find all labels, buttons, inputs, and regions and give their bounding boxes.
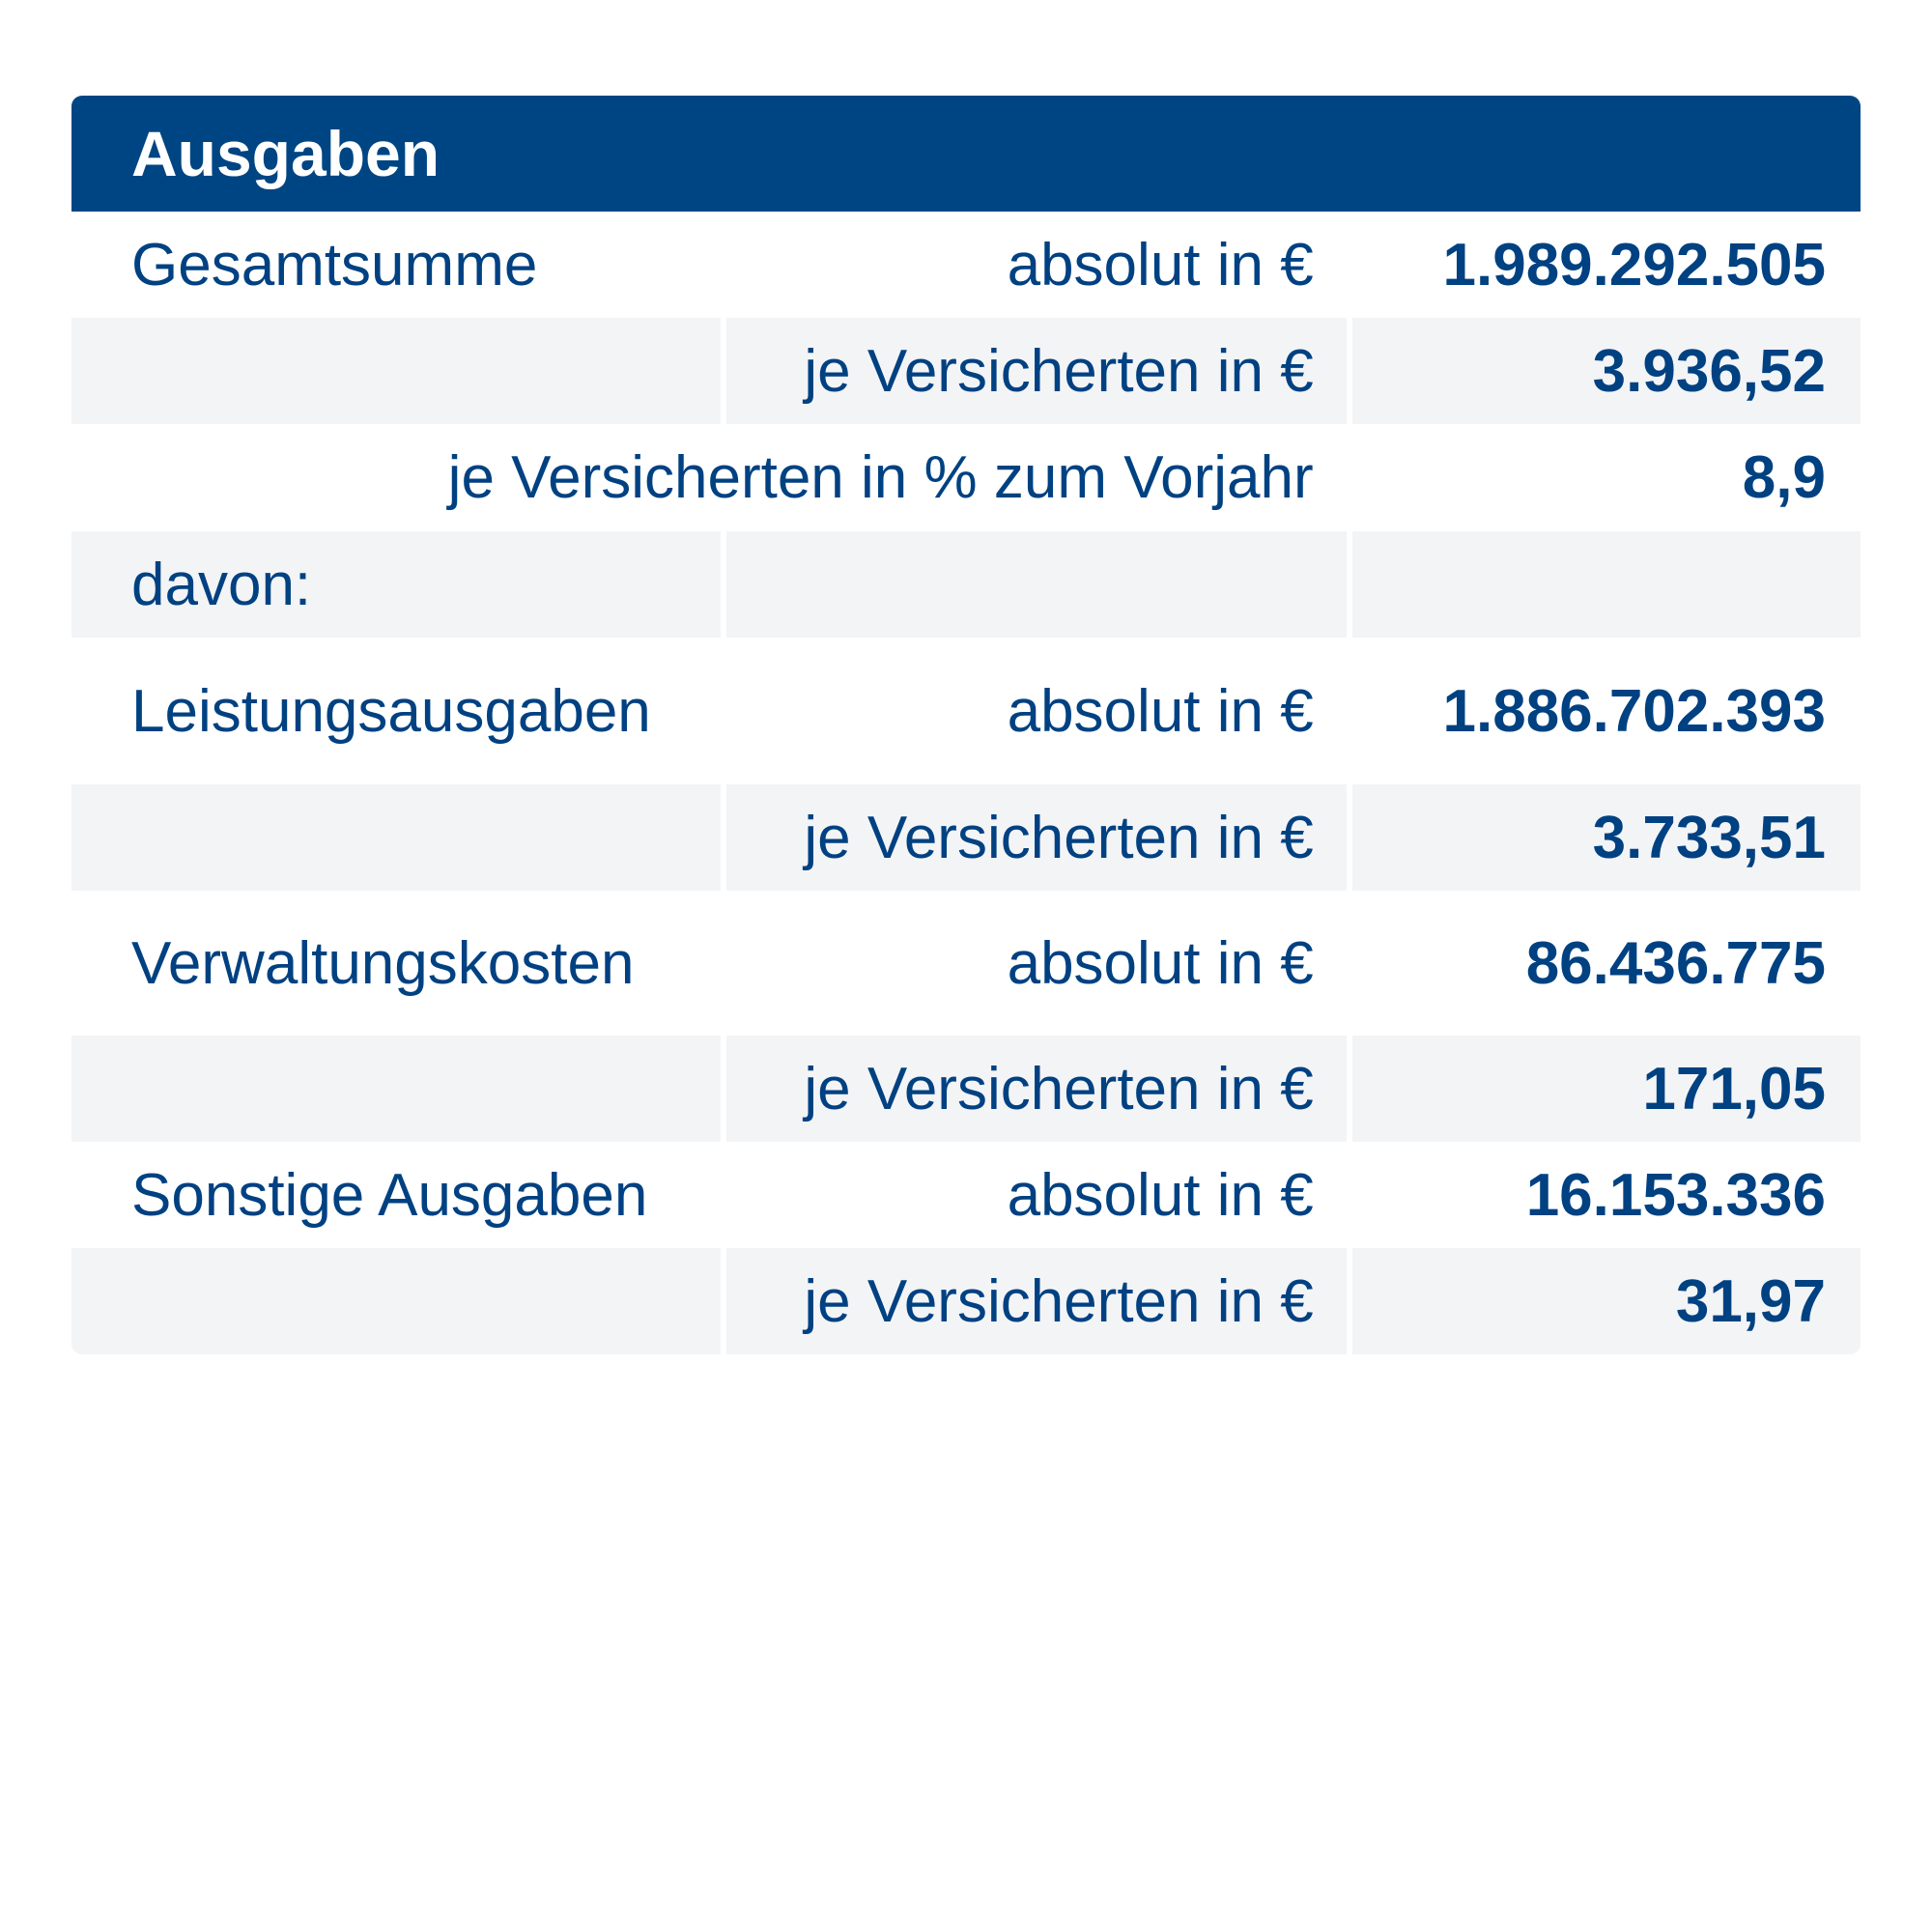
row-unit: absolut in € bbox=[1007, 1161, 1314, 1229]
table-row: je Versicherten in € 171,05 bbox=[71, 1036, 1861, 1142]
table-row: je Versicherten in € 3.733,51 bbox=[71, 784, 1861, 891]
table-row: Sonstige Ausgaben absolut in € 16.153.33… bbox=[71, 1142, 1861, 1248]
table-row: je Versicherten in € 31,97 bbox=[71, 1248, 1861, 1354]
row-value: 16.153.336 bbox=[1525, 1161, 1826, 1229]
row-unit: absolut in € bbox=[1007, 231, 1314, 298]
row-unit: je Versicherten in € bbox=[725, 318, 1347, 424]
row-label: Gesamtsumme bbox=[131, 231, 538, 298]
row-unit: absolut in € bbox=[1007, 677, 1314, 745]
row-unit: je Versicherten in € bbox=[725, 1036, 1347, 1142]
row-value: 1.989.292.505 bbox=[1442, 231, 1827, 298]
row-label bbox=[71, 784, 721, 891]
row-label bbox=[71, 1036, 721, 1142]
row-value bbox=[1351, 531, 1861, 638]
table-row: Verwaltungskosten absolut in € 86.436.77… bbox=[71, 891, 1861, 1036]
row-value: 171,05 bbox=[1351, 1036, 1861, 1142]
table-row: je Versicherten in € 3.936,52 bbox=[71, 318, 1861, 424]
table-title: Ausgaben bbox=[71, 96, 1861, 212]
row-value: 31,97 bbox=[1351, 1248, 1861, 1354]
row-unit: je Versicherten in % zum Vorjahr bbox=[447, 444, 1314, 511]
table-row: Gesamtsumme absolut in € 1.989.292.505 bbox=[71, 212, 1861, 318]
row-value: 8,9 bbox=[1742, 444, 1826, 511]
row-value: 86.436.775 bbox=[1525, 929, 1826, 997]
row-label: Verwaltungskosten bbox=[131, 929, 635, 997]
row-label: Sonstige Ausgaben bbox=[131, 1161, 648, 1229]
row-unit: je Versicherten in € bbox=[725, 1248, 1347, 1354]
table-row: Leistungsausgaben absolut in € 1.886.702… bbox=[71, 638, 1861, 784]
table-row: davon: bbox=[71, 531, 1861, 638]
row-value: 1.886.702.393 bbox=[1442, 677, 1827, 745]
row-label: Leistungsausgaben bbox=[131, 677, 651, 745]
expenses-table: Ausgaben Gesamtsumme absolut in € 1.989.… bbox=[71, 96, 1861, 1354]
row-unit: je Versicherten in € bbox=[725, 784, 1347, 891]
row-unit: absolut in € bbox=[1007, 929, 1314, 997]
row-label bbox=[71, 1248, 721, 1354]
table-row: je Versicherten in % zum Vorjahr 8,9 bbox=[71, 424, 1861, 531]
row-unit bbox=[725, 531, 1347, 638]
row-label: davon: bbox=[71, 531, 721, 638]
row-label bbox=[71, 318, 721, 424]
row-value: 3.936,52 bbox=[1351, 318, 1861, 424]
row-value: 3.733,51 bbox=[1351, 784, 1861, 891]
